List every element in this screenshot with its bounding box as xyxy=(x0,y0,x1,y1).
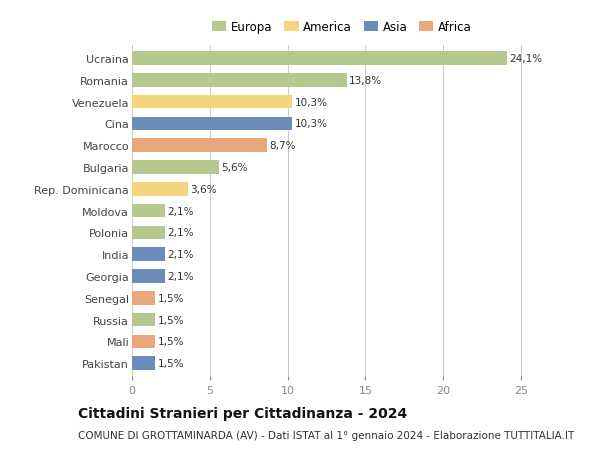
Text: Cittadini Stranieri per Cittadinanza - 2024: Cittadini Stranieri per Cittadinanza - 2… xyxy=(78,406,407,420)
Legend: Europa, America, Asia, Africa: Europa, America, Asia, Africa xyxy=(210,19,474,36)
Text: 1,5%: 1,5% xyxy=(158,358,184,368)
Bar xyxy=(132,52,507,66)
Text: 2,1%: 2,1% xyxy=(167,250,193,260)
Bar xyxy=(132,161,219,174)
Bar xyxy=(132,357,155,370)
Text: 3,6%: 3,6% xyxy=(190,185,217,195)
Text: 1,5%: 1,5% xyxy=(158,315,184,325)
Bar xyxy=(132,74,347,87)
Bar xyxy=(132,139,268,153)
Text: 1,5%: 1,5% xyxy=(158,336,184,347)
Text: 24,1%: 24,1% xyxy=(509,54,542,64)
Bar xyxy=(132,313,155,327)
Bar xyxy=(132,291,155,305)
Text: 5,6%: 5,6% xyxy=(221,162,248,173)
Text: 2,1%: 2,1% xyxy=(167,206,193,216)
Bar xyxy=(132,335,155,348)
Text: 10,3%: 10,3% xyxy=(295,97,328,107)
Bar xyxy=(132,118,292,131)
Bar xyxy=(132,95,292,109)
Bar xyxy=(132,183,188,196)
Text: 10,3%: 10,3% xyxy=(295,119,328,129)
Bar xyxy=(132,248,164,261)
Bar xyxy=(132,204,164,218)
Bar xyxy=(132,226,164,240)
Text: 2,1%: 2,1% xyxy=(167,228,193,238)
Text: 8,7%: 8,7% xyxy=(269,141,296,151)
Text: 2,1%: 2,1% xyxy=(167,271,193,281)
Text: 1,5%: 1,5% xyxy=(158,293,184,303)
Text: 13,8%: 13,8% xyxy=(349,76,382,86)
Bar xyxy=(132,269,164,283)
Text: COMUNE DI GROTTAMINARDA (AV) - Dati ISTAT al 1° gennaio 2024 - Elaborazione TUTT: COMUNE DI GROTTAMINARDA (AV) - Dati ISTA… xyxy=(78,431,574,441)
